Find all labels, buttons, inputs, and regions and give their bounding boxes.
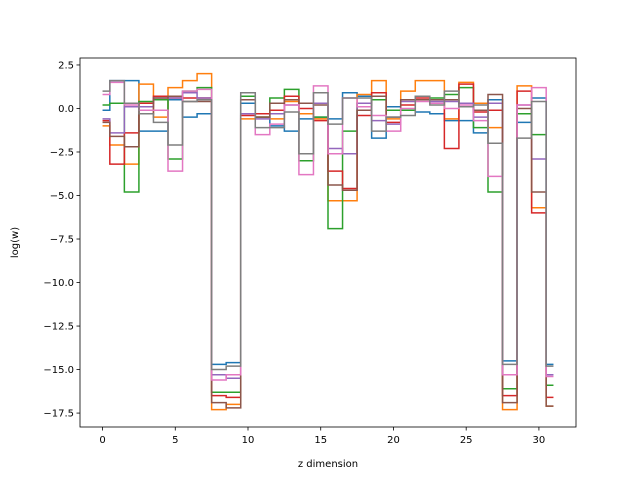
x-tick-label: 5 (172, 435, 178, 446)
x-axis-label: z dimension (298, 459, 358, 470)
y-tick-label: −12.5 (43, 322, 74, 333)
x-tick-label: 10 (242, 435, 255, 446)
y-tick-label: −15.0 (43, 365, 74, 376)
x-tick-label: 25 (460, 435, 473, 446)
y-axis: 2.5 0.0 −2.5 −5.0 −7.5 −10.0 −12.5 −15.0 −17.5 (43, 61, 80, 420)
y-tick-label: 0.0 (58, 104, 74, 115)
series-layer (102, 72, 554, 411)
y-tick-label: −10.0 (43, 278, 74, 289)
plot-frame (79, 57, 577, 428)
y-tick-label: 2.5 (58, 61, 74, 72)
x-tick-label: 0 (99, 435, 105, 446)
x-tick-label: 20 (387, 435, 400, 446)
series-line-2 (102, 72, 554, 411)
y-tick-label: −7.5 (50, 235, 74, 246)
x-tick-label: 15 (314, 435, 327, 446)
y-axis-label: log(w) (10, 227, 21, 258)
y-tick-label: −2.5 (50, 148, 74, 159)
x-axis: 0 5 10 15 20 25 30 (99, 427, 545, 446)
y-tick-label: −17.5 (43, 409, 74, 420)
series-line-8 (102, 79, 554, 371)
x-tick-label: 30 (533, 435, 546, 446)
y-tick-label: −5.0 (50, 191, 74, 202)
